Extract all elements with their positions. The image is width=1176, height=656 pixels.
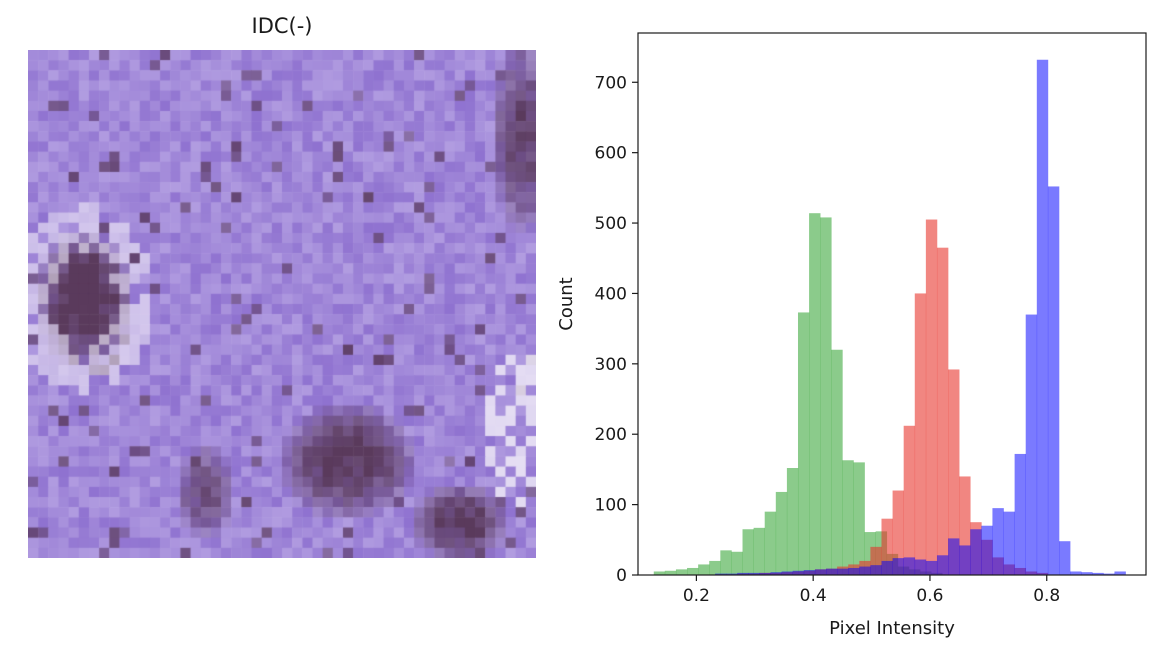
histogram-bar: [903, 557, 916, 575]
histogram-bar: [770, 572, 782, 575]
histogram-bar: [814, 569, 827, 575]
histogram-bar: [1025, 314, 1038, 575]
histogram-bar: [726, 573, 738, 575]
tissue-image: [28, 50, 536, 558]
x-axis-label: Pixel Intensity: [829, 618, 955, 639]
histogram-bar: [803, 570, 816, 575]
histogram-bar: [848, 567, 860, 575]
x-tick-label: 0.2: [683, 586, 710, 606]
histogram-bar: [959, 476, 971, 575]
histogram-bar: [748, 572, 760, 575]
histogram-bar: [709, 560, 721, 575]
histogram-bar: [781, 571, 794, 575]
y-tick-label: 400: [595, 284, 627, 304]
histogram-bar: [792, 570, 805, 575]
histogram-bar: [720, 550, 732, 575]
histogram-bar: [653, 571, 666, 575]
x-tick-label: 0.8: [1033, 586, 1060, 606]
y-tick-label: 600: [595, 144, 627, 164]
histogram-bar: [842, 460, 854, 575]
histogram-bar: [759, 572, 771, 575]
histogram-bar: [831, 349, 843, 575]
histogram-bar: [948, 538, 960, 575]
histogram-bar: [970, 529, 982, 575]
image-title: IDC(-): [251, 14, 313, 38]
histogram-bar: [1081, 572, 1093, 575]
histogram-bar: [903, 425, 916, 575]
histogram-bar: [914, 293, 927, 575]
histogram-bar: [1047, 186, 1060, 576]
histogram-bar: [742, 529, 754, 575]
histogram-bar: [753, 527, 766, 575]
histogram-bar: [870, 565, 882, 575]
histogram-bar: [881, 560, 893, 575]
histogram-bar: [715, 573, 727, 575]
histogram-bar: [797, 312, 810, 575]
histogram-bar: [820, 217, 832, 575]
histogram-bar: [870, 546, 882, 575]
histogram-bar: [892, 490, 904, 575]
histogram-bar: [775, 491, 788, 575]
histogram-bar: [1014, 453, 1027, 575]
histogram-bar: [981, 525, 993, 575]
histogram-bar: [992, 508, 1004, 575]
x-tick-label: 0.6: [916, 586, 943, 606]
histogram-bar: [1070, 571, 1082, 575]
histogram-bars: [653, 59, 1126, 576]
histogram-bar: [936, 247, 949, 576]
histogram-bar: [853, 462, 865, 575]
histogram-bar: [881, 518, 893, 575]
histogram-bar: [698, 564, 710, 575]
histogram-bar: [925, 219, 938, 575]
histogram-bar: [687, 567, 699, 575]
x-tick-label: 0.4: [800, 586, 827, 606]
histogram-bar: [1036, 59, 1049, 576]
plot-frame: [637, 32, 1147, 576]
histogram-bar: [864, 532, 876, 575]
histogram-bar: [786, 468, 799, 575]
histogram-bar: [731, 551, 743, 575]
histogram-bar: [1003, 511, 1015, 575]
histogram-bar: [948, 369, 960, 575]
y-tick-label: 300: [595, 355, 627, 375]
histogram-bar: [936, 555, 949, 575]
y-tick-label: 100: [595, 496, 627, 516]
y-tick-label: 200: [595, 425, 627, 445]
histogram-bar: [1092, 572, 1104, 575]
histogram-bar: [1114, 571, 1126, 575]
histogram-bar: [764, 511, 777, 575]
histogram-bar: [892, 558, 904, 575]
histogram-bar: [859, 566, 871, 575]
histogram-bar: [959, 545, 971, 575]
histogram-bar: [1058, 541, 1071, 575]
x-axis-ticks: 0.2 0.4 0.6 0.8: [683, 575, 1060, 606]
histogram-bar: [809, 213, 821, 576]
y-tick-label: 500: [595, 214, 627, 234]
y-axis-ticks: 0 100 200 300 400 500 600 700: [595, 73, 638, 586]
y-tick-label: 700: [595, 73, 627, 93]
histogram-bar: [737, 572, 749, 575]
histogram-bar: [914, 559, 927, 575]
histogram-bar: [1103, 573, 1115, 575]
histogram-bar: [826, 568, 838, 575]
y-tick-label: 0: [616, 566, 627, 586]
histogram-bar: [664, 570, 677, 575]
histogram-bar: [675, 569, 688, 575]
histogram-bar: [925, 560, 938, 575]
histogram-bar: [837, 568, 849, 575]
y-axis-label: Count: [556, 277, 577, 330]
